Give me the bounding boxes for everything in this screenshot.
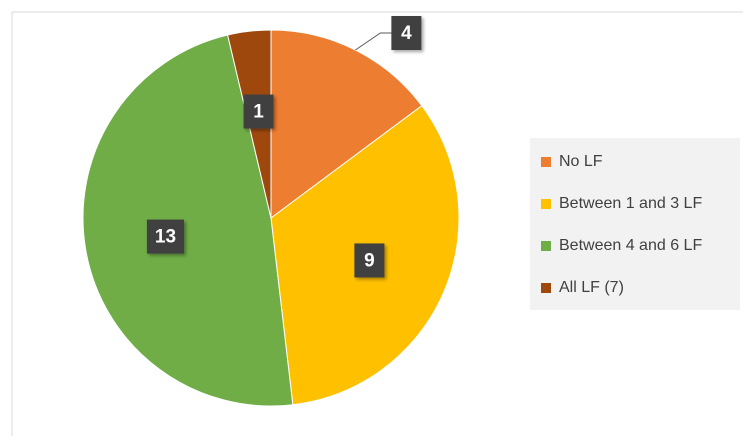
legend-swatch [541,157,551,167]
data-label: 9 [354,243,385,278]
legend-label: No LF [559,153,603,170]
legend-swatch [541,199,551,209]
data-label-box [354,243,385,278]
data-label: 13 [146,219,185,254]
data-label-box [391,15,422,50]
leader-line [355,32,393,51]
data-label-text: 4 [401,23,412,44]
data-label-box [146,219,185,254]
data-label-text: 9 [364,250,375,271]
legend-label: Between 4 and 6 LF [559,237,702,254]
data-label-box [243,94,274,129]
legend-label: All LF (7) [559,279,624,296]
legend-swatch [541,283,551,293]
legend-box [530,138,740,310]
legend-swatch [541,241,551,251]
pie-slice [270,29,423,219]
pie-slice [82,34,294,407]
data-label: 1 [243,94,274,129]
data-label: 4 [391,15,422,50]
data-label-text: 13 [155,227,176,248]
data-label-text: 1 [253,102,264,123]
legend-label: Between 1 and 3 LF [559,195,702,212]
